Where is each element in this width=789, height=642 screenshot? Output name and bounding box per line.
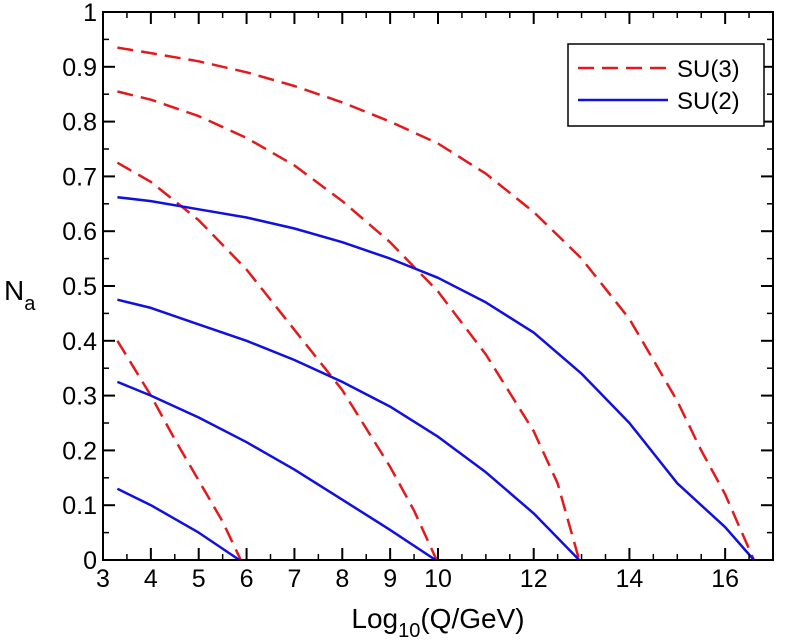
- legend-label-su3: SU(3): [677, 56, 740, 83]
- x-tick-label: 4: [144, 565, 158, 593]
- x-tick-label: 10: [424, 565, 452, 593]
- series-line-su2-7: [117, 195, 755, 561]
- x-axis-label: Log10(Q/GeV): [351, 603, 524, 642]
- y-tick-label: 0.6: [62, 218, 97, 246]
- y-tick-label: 0.1: [62, 492, 97, 520]
- y-tick-label: 0: [83, 547, 97, 575]
- tick-labels: 3 4 5 6 7 8 9 10 12 14 16 0 0.1 0.2 0.3 0.4 0.5 0.6 0.7 0.8…: [62, 0, 739, 593]
- series-line-su2-5: [116, 380, 437, 562]
- legend-label-su2: SU(2): [677, 88, 740, 115]
- plot-lines: [116, 46, 756, 562]
- y-tick-label: 0.2: [62, 437, 97, 465]
- y-axis-label: Na: [4, 275, 36, 315]
- y-tick-label: 0.3: [62, 383, 97, 411]
- y-tick-label: 0.8: [62, 109, 97, 137]
- legend: SU(3) SU(2): [567, 43, 765, 127]
- series-line-su2-4: [116, 487, 241, 562]
- x-tick-label: 14: [616, 565, 644, 593]
- x-tick-label: 5: [192, 565, 206, 593]
- x-tick-label: 8: [335, 565, 349, 593]
- y-tick-label: 0.4: [62, 328, 97, 356]
- y-tick-label: 0.9: [62, 54, 97, 82]
- series-line-su2-6: [117, 298, 581, 561]
- series-line-su3-1: [116, 161, 438, 561]
- x-tick-label: 6: [240, 565, 254, 593]
- y-tick-label: 0.5: [62, 273, 97, 301]
- legend-box: [567, 43, 765, 127]
- x-tick-label: 3: [96, 565, 110, 593]
- series-line-su3-0: [116, 340, 242, 561]
- axis-ticks: [102, 11, 773, 561]
- x-tick-label: 9: [383, 565, 397, 593]
- y-tick-label: 0.7: [62, 163, 97, 191]
- x-tick-label: 12: [520, 565, 548, 593]
- series-line-su3-3: [117, 46, 756, 561]
- series-line-su3-2: [117, 90, 581, 561]
- x-tick-label: 16: [711, 565, 739, 593]
- y-tick-label: 1: [83, 0, 97, 27]
- x-tick-label: 7: [287, 565, 301, 593]
